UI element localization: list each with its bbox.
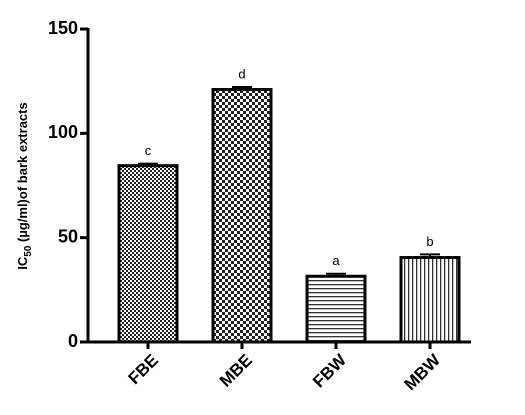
x-tick-label: MBW	[401, 350, 445, 394]
y-label-subscript: 50	[23, 245, 34, 257]
y-label-part: IC	[15, 256, 30, 270]
y-tick-label: 50	[58, 226, 78, 246]
significance-letter: d	[238, 66, 245, 81]
y-tick-label: 150	[48, 18, 78, 38]
bar	[305, 274, 367, 344]
x-tick-label: FBE	[125, 351, 162, 388]
bar	[117, 164, 179, 344]
x-tick-label: FBW	[309, 350, 350, 391]
significance-letter: a	[332, 253, 340, 268]
y-tick-label: 100	[48, 122, 78, 142]
y-tick-label: 0	[68, 331, 78, 351]
significance-letter: b	[426, 234, 433, 249]
y-axis-label: IC50 (µg/ml)of bark extracts	[15, 102, 33, 269]
bar	[211, 88, 273, 344]
significance-letter: c	[145, 143, 152, 158]
x-tick-label: MBE	[216, 351, 256, 391]
bar	[399, 255, 461, 344]
y-label-part: (µg/ml)of bark extracts	[15, 102, 30, 245]
